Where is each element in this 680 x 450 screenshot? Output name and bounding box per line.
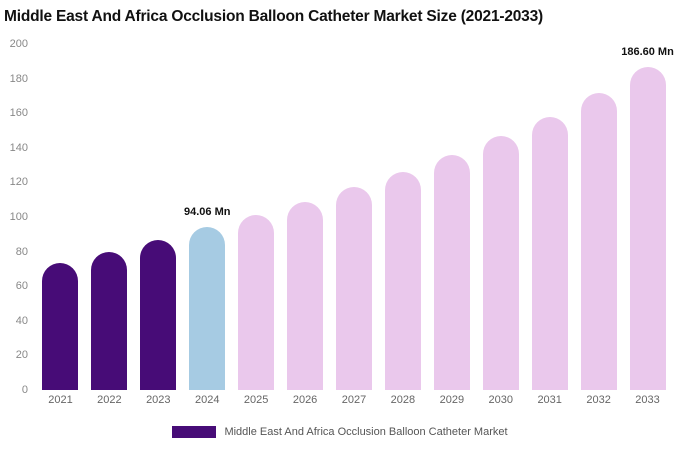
y-tick-label: 160 [9, 107, 28, 120]
bar-2023[interactable] [140, 240, 177, 390]
x-tick-label: 2027 [341, 394, 367, 406]
legend-label[interactable]: Middle East And Africa Occlusion Balloon… [224, 426, 508, 438]
bar-column [281, 44, 330, 390]
bar-column: 186.60 Mn [621, 44, 674, 390]
x-axis: 2021 2022 2023 2024 2025 2026 2027 2028 2029 2030… [36, 394, 672, 406]
y-tick-label: 40 [15, 314, 28, 327]
bar-column [525, 44, 574, 390]
x-tick-label: 2024 [194, 394, 220, 406]
chart-title: Middle East And Africa Occlusion Balloon… [4, 8, 543, 25]
bar-2022[interactable] [91, 251, 128, 390]
bar-2028[interactable] [384, 172, 421, 390]
y-tick-label: 200 [9, 38, 28, 50]
bar-column [378, 44, 427, 390]
bars-area: 94.06 Mn 186.60 Mn [36, 44, 674, 390]
legend[interactable]: Middle East And Africa Occlusion Balloon… [0, 426, 680, 438]
y-tick-label: 180 [9, 72, 28, 85]
x-tick-label: 2033 [635, 394, 660, 406]
bar-column [476, 44, 525, 390]
bar-2027[interactable] [335, 186, 372, 390]
bar-2033[interactable]: 186.60 Mn [621, 46, 674, 390]
bar-2032[interactable] [580, 93, 617, 390]
x-tick-label: 2022 [97, 394, 122, 406]
x-tick-label: 2021 [48, 394, 73, 406]
legend-swatch[interactable] [172, 426, 217, 438]
plot-area: 94.06 Mn 186.60 Mn [36, 44, 674, 390]
y-tick-label: 140 [9, 141, 28, 154]
x-tick-label: 2031 [537, 394, 562, 406]
x-tick-label: 2026 [292, 394, 318, 406]
x-tick-label: 2023 [146, 394, 171, 406]
x-tick-label: 2028 [390, 394, 416, 406]
bar-2031[interactable] [531, 116, 568, 390]
bar-column: 94.06 Mn [183, 44, 232, 390]
bar-column [330, 44, 379, 390]
y-tick-label: 100 [9, 211, 28, 223]
y-tick-label: 80 [15, 245, 28, 258]
bar-value-label: 94.06 Mn [183, 206, 231, 219]
y-tick-label: 120 [9, 176, 28, 189]
bar-column [36, 44, 85, 390]
x-tick-label: 2025 [243, 394, 269, 406]
bar-2021[interactable] [42, 262, 79, 390]
x-tick-label: 2029 [439, 394, 465, 406]
y-tick-label: 60 [15, 280, 28, 293]
y-tick-label: 20 [15, 349, 28, 362]
bar-2030[interactable] [482, 135, 519, 390]
bar-2026[interactable] [287, 202, 324, 390]
bar-value-label: 186.60 Mn [621, 46, 674, 59]
bar-2029[interactable] [433, 154, 470, 390]
y-tick-label: 0 [21, 384, 28, 396]
bar-2024[interactable]: 94.06 Mn [184, 206, 230, 390]
bar-column [232, 44, 281, 390]
y-axis: 0 20 40 60 80 100 120 140 160 180 200 [0, 38, 32, 396]
x-tick-label: 2032 [586, 394, 611, 406]
bar-2025[interactable] [238, 215, 275, 390]
bar-column [134, 44, 183, 390]
x-tick-label: 2030 [488, 394, 513, 406]
bar-column [85, 44, 134, 390]
bar-column [427, 44, 476, 390]
bar-column [574, 44, 623, 390]
